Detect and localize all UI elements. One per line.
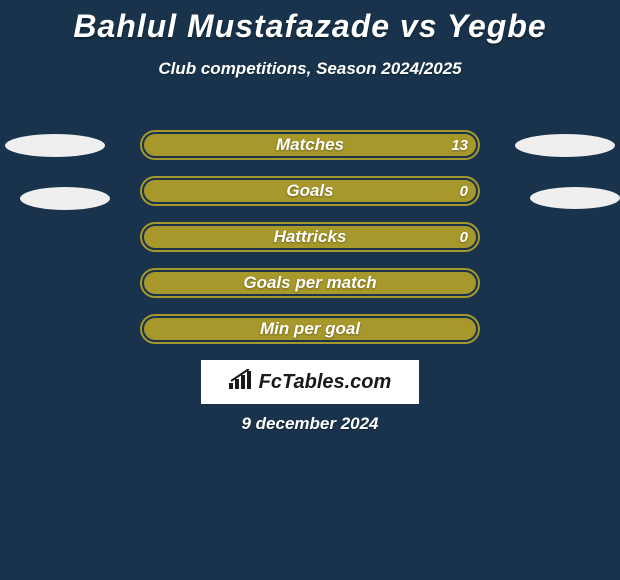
avatar-left-ellipse-0 bbox=[5, 134, 105, 157]
player-avatar-left bbox=[0, 120, 110, 230]
page-title: Bahlul Mustafazade vs Yegbe bbox=[0, 8, 620, 45]
avatar-left-ellipse-1 bbox=[20, 187, 110, 210]
brand-text: FcTables.com bbox=[259, 371, 392, 394]
avatar-right-ellipse-1 bbox=[530, 187, 620, 209]
page-subtitle: Club competitions, Season 2024/2025 bbox=[0, 59, 620, 79]
stat-bar-label: Goals per match bbox=[142, 270, 478, 296]
stat-bar: Min per goal bbox=[140, 314, 480, 344]
comparison-stage: Matches13Goals0Hattricks0Goals per match… bbox=[0, 120, 620, 360]
stat-bar-label: Hattricks bbox=[142, 224, 478, 250]
stat-bar: Goals per match bbox=[140, 268, 480, 298]
stat-bar: Matches13 bbox=[140, 130, 480, 160]
brand-chart-icon bbox=[229, 369, 259, 395]
date-stamp: 9 december 2024 bbox=[0, 414, 620, 434]
stat-bar-label: Goals bbox=[142, 178, 478, 204]
stat-bar-value-right: 13 bbox=[451, 132, 468, 158]
stat-bar: Goals0 bbox=[140, 176, 480, 206]
stat-bar-label: Min per goal bbox=[142, 316, 478, 342]
brand-box: FcTables.com bbox=[201, 360, 419, 404]
stat-bar-value-right: 0 bbox=[460, 224, 468, 250]
stat-bars: Matches13Goals0Hattricks0Goals per match… bbox=[140, 130, 480, 360]
avatar-right-ellipse-0 bbox=[515, 134, 615, 157]
stat-bar-label: Matches bbox=[142, 132, 478, 158]
player-avatar-right bbox=[510, 120, 620, 230]
stat-bar: Hattricks0 bbox=[140, 222, 480, 252]
stat-bar-value-right: 0 bbox=[460, 178, 468, 204]
brand-label: FcTables.com bbox=[229, 369, 392, 395]
